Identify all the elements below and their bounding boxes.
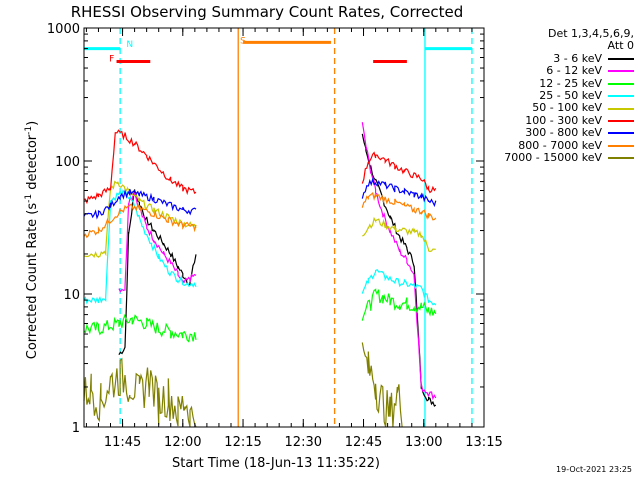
series-line-3 bbox=[83, 189, 437, 306]
series-line-5 bbox=[83, 129, 437, 205]
legend-swatch bbox=[608, 120, 634, 123]
legend-swatch bbox=[608, 132, 634, 135]
legend-entry-4: 50 - 100 keV bbox=[474, 102, 634, 114]
annotation-s: S bbox=[240, 36, 246, 46]
legend-swatch bbox=[608, 95, 634, 98]
legend-swatch bbox=[608, 157, 634, 160]
legend-label: 12 - 25 keV bbox=[539, 76, 602, 90]
y-tick-label-1: 10 bbox=[63, 288, 80, 303]
legend-swatch bbox=[608, 58, 634, 61]
y-tick-label-3: 1000 bbox=[47, 22, 80, 37]
series-line-1 bbox=[118, 122, 437, 401]
legend-label: 100 - 300 keV bbox=[525, 113, 602, 127]
legend-label: 3 - 6 keV bbox=[553, 51, 602, 65]
y-tick-label-0: 1 bbox=[72, 421, 80, 436]
legend-label: 800 - 7000 keV bbox=[518, 138, 602, 152]
x-tick-label-2: 12:15 bbox=[224, 435, 261, 450]
legend-entry-1: 6 - 12 keV bbox=[474, 64, 634, 78]
x-axis-label: Start Time (18-Jun-13 11:35:22) bbox=[172, 456, 380, 471]
legend-entry-6: 300 - 800 keV bbox=[474, 126, 634, 140]
series-line-6 bbox=[83, 177, 437, 220]
legend-swatch bbox=[608, 107, 634, 110]
series-line-8 bbox=[83, 342, 403, 428]
y-axis-label: Corrected Count Rate (s-1 detector-1) bbox=[24, 121, 40, 359]
series-line-0 bbox=[118, 133, 437, 407]
chart-title: RHESSI Observing Summary Count Rates, Co… bbox=[71, 3, 464, 21]
legend-header-attenuator: Att 0 bbox=[607, 39, 634, 53]
legend-header-detectors: Det 1,3,4,5,6,9, bbox=[547, 27, 634, 40]
series-line-2 bbox=[83, 288, 437, 343]
legend-entry-5: 100 - 300 keV bbox=[474, 113, 634, 127]
legend-label: 7000 - 15000 keV bbox=[504, 151, 602, 165]
legend-label: 6 - 12 keV bbox=[546, 64, 602, 78]
legend-entry-7: 800 - 7000 keV bbox=[474, 138, 634, 152]
legend-swatch bbox=[608, 70, 634, 73]
axes-frame bbox=[83, 27, 485, 428]
timestamp: 19-Oct-2021 23:25 bbox=[556, 465, 632, 474]
legend: Det 1,3,4,5,6,9, Att 0 3 - 6 keV 6 - 12 k… bbox=[474, 27, 634, 165]
x-tick-label-6: 13:15 bbox=[465, 435, 502, 450]
legend-entry-2: 12 - 25 keV bbox=[474, 76, 634, 90]
x-tick-label-5: 13:00 bbox=[405, 435, 442, 450]
legend-label: 25 - 50 keV bbox=[539, 89, 602, 103]
annotation-n: N bbox=[126, 40, 133, 50]
y-tick-label-2: 100 bbox=[55, 155, 80, 170]
legend-entry-8: 7000 - 15000 keV bbox=[474, 151, 634, 165]
legend-swatch bbox=[608, 82, 634, 85]
legend-entry-0: 3 - 6 keV bbox=[474, 51, 634, 65]
legend-label: 50 - 100 keV bbox=[532, 101, 602, 115]
legend-entry-3: 25 - 50 keV bbox=[474, 89, 634, 103]
legend-label: 300 - 800 keV bbox=[525, 126, 602, 140]
x-tick-label-3: 12:30 bbox=[285, 435, 322, 450]
annotation-f: F bbox=[109, 55, 114, 65]
plot-area: F N S 1 10 100 1000 11:45 12:00 12:15 12:30 12:45 13… bbox=[47, 22, 503, 450]
x-tick-label-4: 12:45 bbox=[345, 435, 382, 450]
legend-swatch bbox=[608, 144, 634, 147]
x-tick-label-0: 11:45 bbox=[104, 435, 141, 450]
x-tick-label-1: 12:00 bbox=[164, 435, 201, 450]
series-line-7 bbox=[83, 192, 437, 239]
